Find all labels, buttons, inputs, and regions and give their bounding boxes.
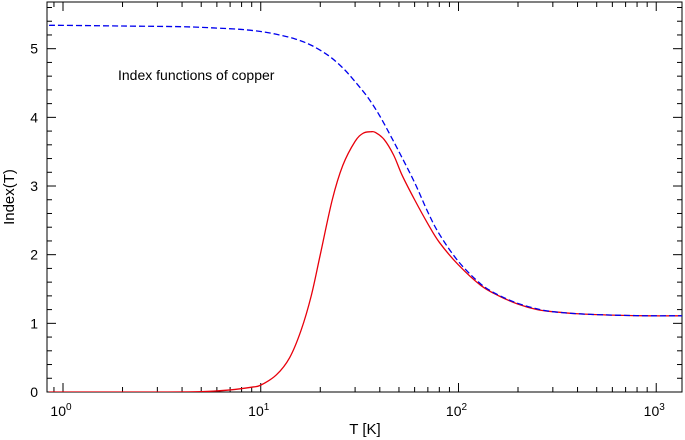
series-line-dashed-blue bbox=[49, 24, 682, 317]
x-tick-label-base: 10 bbox=[644, 403, 660, 419]
x-tick-label-base: 10 bbox=[248, 403, 264, 419]
x-tick-label: 102 bbox=[446, 402, 468, 419]
x-tick-label-exponent: 0 bbox=[66, 402, 72, 413]
series-line-solid-red bbox=[49, 130, 682, 392]
y-tick-label: 3 bbox=[30, 178, 38, 194]
y-tick-label: 1 bbox=[30, 315, 38, 331]
x-tick-label-base: 10 bbox=[446, 403, 462, 419]
x-tick-label-exponent: 3 bbox=[659, 402, 665, 413]
x-tick-label-exponent: 2 bbox=[461, 402, 467, 413]
x-tick-label-base: 10 bbox=[50, 403, 66, 419]
y-axis-title: Index(T) bbox=[1, 169, 18, 225]
y-tick-label: 5 bbox=[30, 41, 38, 57]
chart-annotation: Index functions of copper bbox=[118, 67, 275, 83]
x-tick-label: 103 bbox=[644, 402, 666, 419]
y-tick-label: 2 bbox=[30, 247, 38, 263]
x-tick-label-exponent: 1 bbox=[264, 402, 270, 413]
plot-frame bbox=[46, 1, 683, 393]
tick-marks bbox=[47, 2, 682, 393]
x-tick-label: 101 bbox=[248, 402, 270, 419]
y-tick-label: 4 bbox=[30, 109, 38, 125]
series-layer bbox=[49, 24, 682, 392]
x-axis-title: T [K] bbox=[349, 421, 380, 438]
x-tick-label: 100 bbox=[50, 402, 72, 419]
y-tick-label: 0 bbox=[30, 384, 38, 400]
